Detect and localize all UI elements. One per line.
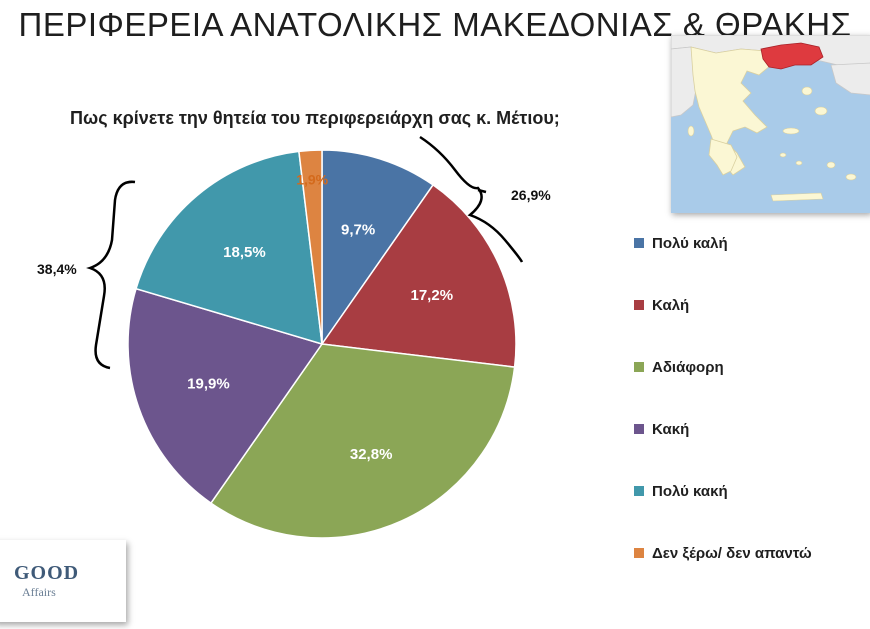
map-image — [671, 35, 870, 213]
annotation-negative: 38,4% — [37, 261, 77, 277]
legend-item-2: Αδιάφορη — [634, 356, 724, 378]
legend-item-0: Πολύ καλή — [634, 232, 728, 254]
legend-swatch-2 — [634, 362, 644, 372]
legend-label-3: Κακή — [652, 420, 690, 438]
logo-sub: Affairs — [22, 585, 56, 599]
legend-label-4: Πολύ κακή — [652, 482, 728, 500]
legend-label-0: Πολύ καλή — [652, 234, 728, 252]
chart-title: Πως κρίνετε την θητεία του περιφερειάρχη… — [70, 108, 560, 128]
brace-right — [419, 135, 524, 263]
legend-item-1: Καλή — [634, 294, 689, 316]
data-label-0: 9,7% — [341, 221, 375, 238]
legend-swatch-1 — [634, 300, 644, 310]
pie-slice-4 — [135, 150, 323, 346]
pie-slice-2 — [209, 343, 516, 539]
pie-slice-1 — [320, 183, 517, 368]
legend-swatch-0 — [634, 238, 644, 248]
logo: GOOD Affairs — [0, 540, 126, 622]
data-label-4: 18,5% — [223, 244, 266, 261]
legend-swatch-3 — [634, 424, 644, 434]
data-label-5: 1,9% — [296, 171, 328, 187]
data-label-2: 32,8% — [350, 446, 393, 463]
legend-item-4: Πολύ κακή — [634, 480, 728, 502]
legend-label-1: Καλή — [652, 296, 690, 314]
logo-brand: GOOD — [14, 562, 80, 584]
legend-label-2: Αδιάφορη — [652, 358, 724, 376]
annotation-positive: 26,9% — [511, 187, 551, 203]
legend-label-5: Δεν ξέρω/ δεν απαντώ — [652, 544, 812, 562]
data-label-1: 17,2% — [411, 287, 454, 304]
legend-swatch-5 — [634, 548, 644, 558]
pie-slice-5 — [298, 149, 323, 345]
pie-slice-0 — [321, 149, 435, 347]
pie-slice-3 — [127, 287, 324, 505]
brace-right-tip — [477, 188, 487, 194]
legend-item-3: Κακή — [634, 418, 689, 440]
brace-left — [86, 180, 136, 370]
legend-item-5: Δεν ξέρω/ δεν απαντώ — [634, 542, 812, 564]
legend-swatch-4 — [634, 486, 644, 496]
pie-slices — [127, 149, 517, 539]
data-label-3: 19,9% — [187, 376, 230, 393]
greece-region-map — [671, 35, 870, 213]
pie-data-labels: 9,7% 17,2% 32,8% 19,9% 18,5% 1,9% — [187, 171, 453, 462]
